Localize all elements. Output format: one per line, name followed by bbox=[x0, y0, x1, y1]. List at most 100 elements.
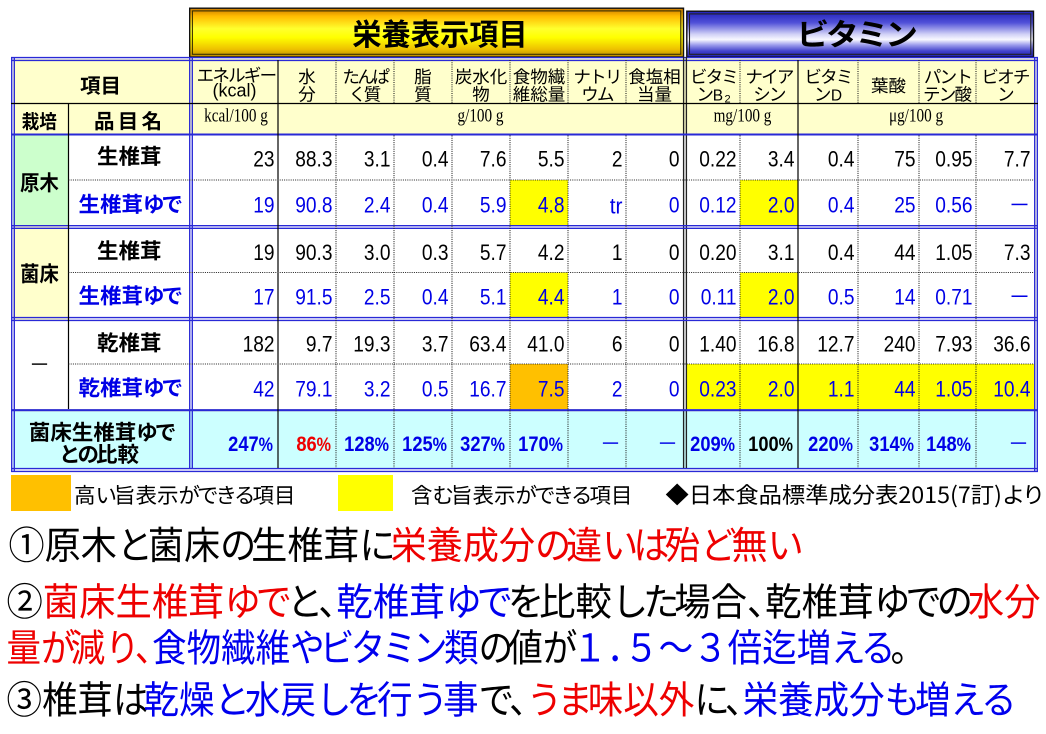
svg-text:148%: 148% bbox=[926, 433, 971, 457]
svg-text:3.1: 3.1 bbox=[768, 241, 795, 266]
svg-text:μg/100 g: μg/100 g bbox=[889, 105, 943, 126]
svg-text:79.1: 79.1 bbox=[295, 377, 332, 402]
svg-text:25: 25 bbox=[894, 193, 915, 218]
svg-text:4.2: 4.2 bbox=[538, 241, 565, 266]
svg-text:0.4: 0.4 bbox=[828, 147, 855, 172]
svg-text:0: 0 bbox=[669, 193, 680, 218]
svg-text:1: 1 bbox=[612, 285, 623, 310]
svg-text:125%: 125% bbox=[402, 433, 447, 457]
svg-text:75: 75 bbox=[894, 147, 915, 172]
svg-text:0.71: 0.71 bbox=[935, 285, 972, 310]
svg-text:3.4: 3.4 bbox=[768, 147, 795, 172]
svg-text:7.93: 7.93 bbox=[935, 332, 972, 357]
svg-text:19: 19 bbox=[253, 241, 274, 266]
svg-text:3.2: 3.2 bbox=[364, 377, 391, 402]
svg-text:10.4: 10.4 bbox=[993, 377, 1030, 402]
svg-text:2: 2 bbox=[612, 377, 623, 402]
svg-text:2.0: 2.0 bbox=[768, 285, 795, 310]
svg-text:7.3: 7.3 bbox=[1004, 241, 1031, 266]
svg-text:23: 23 bbox=[253, 147, 274, 172]
svg-text:3.1: 3.1 bbox=[364, 147, 391, 172]
svg-text:mg/100 g: mg/100 g bbox=[714, 105, 772, 126]
svg-text:1.40: 1.40 bbox=[699, 332, 736, 357]
svg-text:0.56: 0.56 bbox=[935, 193, 972, 218]
svg-text:kcal/100 g: kcal/100 g bbox=[204, 105, 268, 126]
svg-text:182: 182 bbox=[243, 332, 275, 357]
svg-text:0.5: 0.5 bbox=[828, 285, 855, 310]
svg-text:1.05: 1.05 bbox=[935, 377, 972, 402]
svg-text:0: 0 bbox=[669, 241, 680, 266]
svg-text:7.7: 7.7 bbox=[1004, 147, 1031, 172]
svg-text:4.4: 4.4 bbox=[538, 285, 565, 310]
svg-text:tr: tr bbox=[610, 194, 623, 219]
svg-text:0.22: 0.22 bbox=[699, 147, 736, 172]
svg-text:327%: 327% bbox=[460, 433, 505, 457]
svg-text:14: 14 bbox=[894, 285, 915, 310]
svg-text:7.6: 7.6 bbox=[480, 147, 507, 172]
svg-text:(kcal): (kcal) bbox=[213, 81, 257, 101]
svg-text:0: 0 bbox=[669, 147, 680, 172]
svg-text:0.95: 0.95 bbox=[935, 147, 972, 172]
svg-text:42: 42 bbox=[253, 377, 274, 402]
svg-text:4.8: 4.8 bbox=[538, 193, 565, 218]
svg-text:36.6: 36.6 bbox=[993, 332, 1030, 357]
svg-text:91.5: 91.5 bbox=[295, 285, 332, 310]
svg-text:g/100 g: g/100 g bbox=[458, 105, 504, 126]
svg-text:12.7: 12.7 bbox=[817, 332, 854, 357]
svg-text:B: B bbox=[713, 88, 723, 105]
svg-text:90.8: 90.8 bbox=[295, 193, 332, 218]
svg-text:9.7: 9.7 bbox=[306, 332, 333, 357]
svg-text:19.3: 19.3 bbox=[353, 332, 390, 357]
svg-text:314%: 314% bbox=[869, 433, 914, 457]
svg-text:247%: 247% bbox=[228, 433, 273, 457]
svg-text:0.4: 0.4 bbox=[828, 241, 855, 266]
svg-text:1.1: 1.1 bbox=[828, 377, 855, 402]
svg-text:0.12: 0.12 bbox=[699, 193, 736, 218]
svg-text:240: 240 bbox=[884, 332, 916, 357]
svg-text:19: 19 bbox=[253, 193, 274, 218]
svg-text:86%: 86% bbox=[296, 433, 331, 457]
svg-text:2.5: 2.5 bbox=[364, 285, 391, 310]
svg-text:17: 17 bbox=[253, 285, 274, 310]
svg-text:0.11: 0.11 bbox=[701, 285, 737, 310]
svg-text:16.7: 16.7 bbox=[469, 377, 506, 402]
svg-text:D: D bbox=[831, 88, 842, 105]
svg-text:88.3: 88.3 bbox=[295, 147, 332, 172]
svg-text:0.23: 0.23 bbox=[699, 377, 736, 402]
svg-text:0.4: 0.4 bbox=[422, 147, 449, 172]
svg-text:0.4: 0.4 bbox=[422, 285, 449, 310]
svg-text:6: 6 bbox=[612, 332, 623, 357]
svg-text:170%: 170% bbox=[518, 433, 563, 457]
svg-text:209%: 209% bbox=[690, 433, 735, 457]
svg-text:5.5: 5.5 bbox=[538, 147, 565, 172]
svg-text:3.0: 3.0 bbox=[364, 241, 391, 266]
svg-text:2.0: 2.0 bbox=[768, 193, 795, 218]
svg-text:41.0: 41.0 bbox=[527, 332, 564, 357]
svg-text:0: 0 bbox=[669, 285, 680, 310]
svg-text:2: 2 bbox=[724, 94, 730, 106]
svg-text:44: 44 bbox=[894, 241, 915, 266]
svg-text:3.7: 3.7 bbox=[422, 332, 449, 357]
svg-text:0: 0 bbox=[669, 377, 680, 402]
svg-text:128%: 128% bbox=[344, 433, 389, 457]
svg-text:220%: 220% bbox=[808, 433, 853, 457]
svg-text:5.1: 5.1 bbox=[480, 285, 507, 310]
svg-text:90.3: 90.3 bbox=[295, 241, 332, 266]
svg-text:2.4: 2.4 bbox=[364, 193, 391, 218]
svg-text:0.5: 0.5 bbox=[422, 377, 449, 402]
svg-text:0.20: 0.20 bbox=[699, 241, 736, 266]
svg-text:100%: 100% bbox=[748, 433, 793, 457]
svg-text:5.9: 5.9 bbox=[480, 193, 507, 218]
svg-text:1.05: 1.05 bbox=[935, 241, 972, 266]
svg-text:44: 44 bbox=[894, 377, 915, 402]
svg-text:16.8: 16.8 bbox=[757, 332, 794, 357]
svg-text:2: 2 bbox=[612, 147, 623, 172]
svg-text:63.4: 63.4 bbox=[469, 332, 506, 357]
svg-text:0.3: 0.3 bbox=[422, 241, 449, 266]
svg-text:1: 1 bbox=[612, 241, 623, 266]
svg-text:0.4: 0.4 bbox=[422, 193, 449, 218]
svg-text:7.5: 7.5 bbox=[538, 377, 565, 402]
svg-text:0: 0 bbox=[669, 332, 680, 357]
svg-text:2.0: 2.0 bbox=[768, 377, 795, 402]
svg-text:0.4: 0.4 bbox=[828, 193, 855, 218]
